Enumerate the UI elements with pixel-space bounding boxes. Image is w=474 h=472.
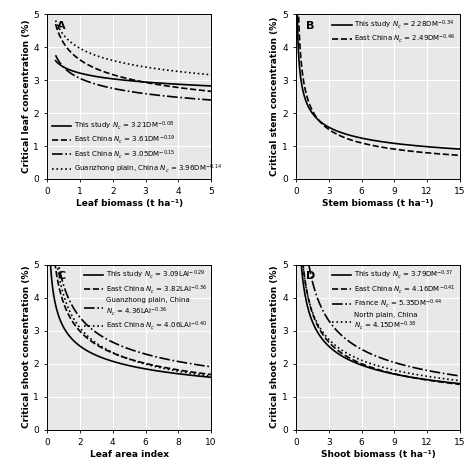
X-axis label: Leaf biomass (t ha⁻¹): Leaf biomass (t ha⁻¹) bbox=[76, 199, 183, 208]
X-axis label: Shoot biomass (t ha⁻¹): Shoot biomass (t ha⁻¹) bbox=[320, 450, 435, 459]
Legend: This study $N_c$ = 3.21DM$^{-0.08}$, East China $N_c$ = 3.61DM$^{-0.19}$, East C: This study $N_c$ = 3.21DM$^{-0.08}$, Eas… bbox=[49, 118, 224, 177]
Text: A: A bbox=[57, 21, 66, 31]
Y-axis label: Critical stem concentration (%): Critical stem concentration (%) bbox=[270, 17, 279, 176]
Text: D: D bbox=[306, 271, 315, 281]
Legend: This study $N_c$ = 3.09LAI$^{-0.29}$, East China $N_c$ = 3.82LAI$^{-0.36}$, Guan: This study $N_c$ = 3.09LAI$^{-0.29}$, Ea… bbox=[82, 267, 209, 334]
Text: C: C bbox=[57, 271, 65, 281]
Y-axis label: Critical shoot concentration (%): Critical shoot concentration (%) bbox=[21, 266, 30, 429]
Y-axis label: Critical shoot concentration (%): Critical shoot concentration (%) bbox=[270, 266, 279, 429]
X-axis label: Leaf area index: Leaf area index bbox=[90, 450, 169, 459]
Legend: This study $N_c$ = 2.28DM$^{-0.34}$, East China $N_c$ = 2.49DM$^{-0.46}$: This study $N_c$ = 2.28DM$^{-0.34}$, Eas… bbox=[330, 16, 458, 47]
Text: B: B bbox=[306, 21, 314, 31]
X-axis label: Stem biomass (t ha⁻¹): Stem biomass (t ha⁻¹) bbox=[322, 199, 434, 208]
Y-axis label: Critical leaf concentration (%): Critical leaf concentration (%) bbox=[21, 20, 30, 173]
Legend: This study $N_c$ = 3.79DM$^{-0.37}$, East China $N_c$ = 4.16DM$^{-0.41}$, France: This study $N_c$ = 3.79DM$^{-0.37}$, Eas… bbox=[330, 267, 458, 334]
